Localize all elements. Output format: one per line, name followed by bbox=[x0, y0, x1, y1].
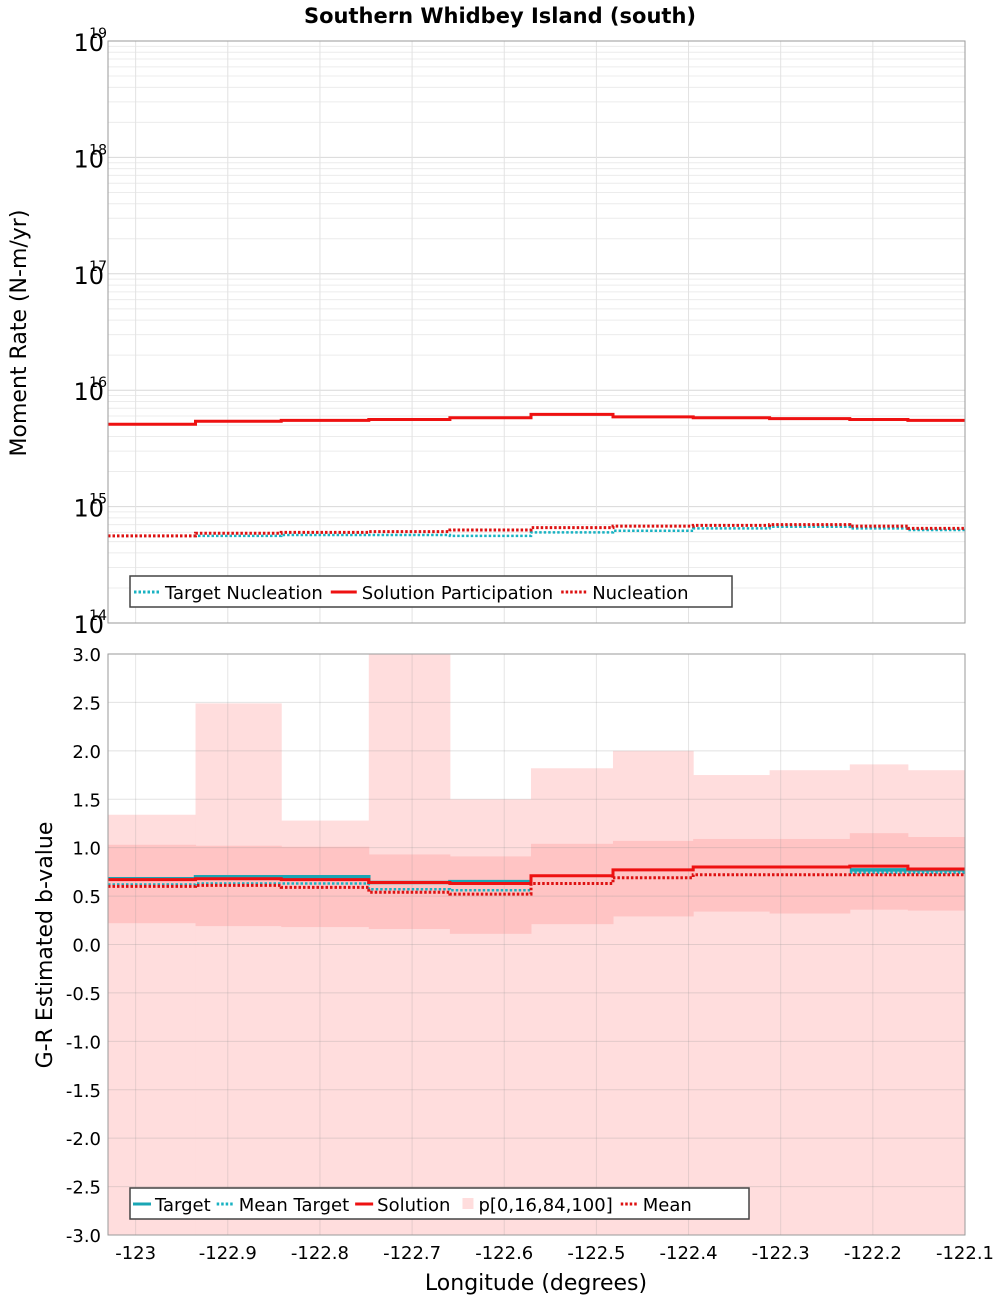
y-tick-exponent: 14 bbox=[89, 608, 107, 624]
x-tick-label: -123 bbox=[115, 1243, 156, 1264]
y-tick-label: -1.5 bbox=[66, 1081, 101, 1102]
chart-title: Southern Whidbey Island (south) bbox=[304, 4, 696, 28]
x-tick-label: -122.4 bbox=[660, 1243, 718, 1264]
y-tick-label: -0.5 bbox=[66, 984, 101, 1005]
y-tick-label: -3.0 bbox=[66, 1226, 101, 1247]
legend-label-mean: Mean bbox=[643, 1195, 692, 1216]
y-tick-label: 3.0 bbox=[72, 645, 101, 666]
x-tick-label: -122.7 bbox=[383, 1243, 441, 1264]
x-tick-label: -122.1 bbox=[936, 1243, 994, 1264]
y-tick-label: -2.0 bbox=[66, 1129, 101, 1150]
legend-label-solution-participation: Solution Participation bbox=[362, 583, 553, 604]
legend-label-mean-target: Mean Target bbox=[239, 1195, 349, 1216]
legend-label-target: Target bbox=[154, 1195, 211, 1216]
legend-label-target-nucleation: Target Nucleation bbox=[164, 583, 323, 604]
y-tick-label: -1.0 bbox=[66, 1032, 101, 1053]
y-tick-exponent: 17 bbox=[89, 259, 107, 275]
x-tick-label: -122.9 bbox=[199, 1243, 257, 1264]
band-p0-p100-bar bbox=[531, 768, 614, 1235]
y-tick-label: 2.0 bbox=[72, 742, 101, 763]
y-tick-exponent: 18 bbox=[89, 142, 107, 158]
y-tick-label: 0.0 bbox=[72, 936, 101, 957]
legend-label-p-0-16-84-100: p[0,16,84,100] bbox=[478, 1195, 612, 1216]
band-p0-p100-bar bbox=[196, 703, 282, 1235]
band-p16-p84-bar bbox=[108, 845, 196, 923]
x-tick-label: -122.6 bbox=[475, 1243, 533, 1264]
y-tick-label: 1.5 bbox=[72, 790, 101, 811]
x-tick-label: -122.3 bbox=[752, 1243, 810, 1264]
b-value-y-axis-label: G-R Estimated b-value bbox=[33, 822, 58, 1069]
legend-label-solution: Solution bbox=[377, 1195, 450, 1216]
x-axis-label: Longitude (degrees) bbox=[425, 1271, 647, 1296]
y-tick-exponent: 19 bbox=[89, 26, 107, 42]
y-tick-label: 2.5 bbox=[72, 693, 101, 714]
moment-rate-legend: Target Nucleation Solution Participation N… bbox=[130, 576, 732, 607]
b-value-legend: Target Mean Target Solution p[0,16,84,100] M… bbox=[130, 1188, 749, 1219]
moment-rate-y-axis-label: Moment Rate (N-m/yr) bbox=[7, 210, 32, 457]
y-tick-exponent: 15 bbox=[89, 492, 107, 508]
x-tick-label: -122.2 bbox=[844, 1243, 902, 1264]
y-tick-label: 0.5 bbox=[72, 887, 101, 908]
y-tick-label: 1.0 bbox=[72, 839, 101, 860]
chart-root: Southern Whidbey Island (south) 1014 1015… bbox=[0, 0, 1000, 1300]
x-tick-label: -122.5 bbox=[567, 1243, 625, 1264]
y-tick-exponent: 16 bbox=[89, 375, 107, 391]
x-tick-label: -122.8 bbox=[291, 1243, 349, 1264]
y-tick-label: -2.5 bbox=[66, 1178, 101, 1199]
legend-label-nucleation: Nucleation bbox=[592, 583, 688, 604]
legend-swatch-p-0-16-84-100 bbox=[462, 1198, 473, 1209]
